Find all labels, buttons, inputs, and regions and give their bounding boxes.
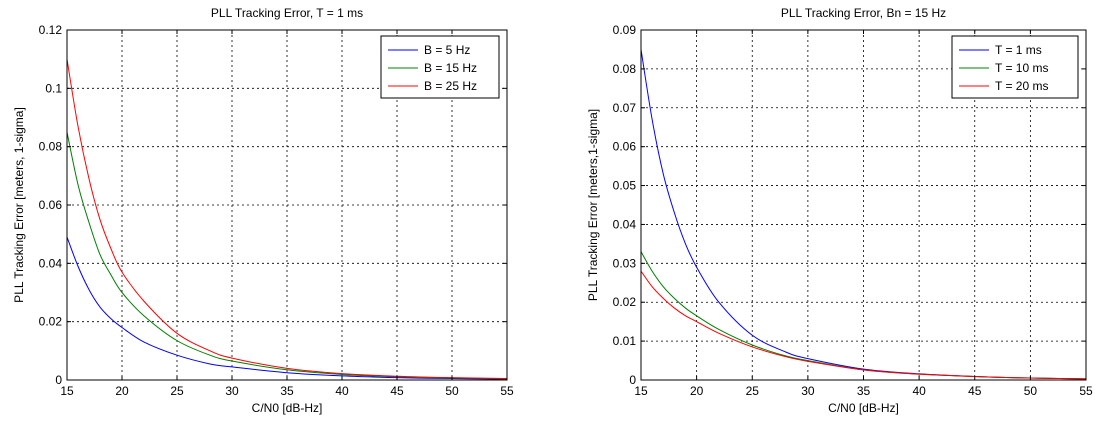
chart-2-y-tick-label-8: 0.08 [613, 62, 637, 76]
chart-2-legend-label-2: T = 10 ms [995, 61, 1048, 75]
chart-1-series-line-1 [67, 236, 507, 380]
chart-2-y-tick-label-1: 0.01 [613, 334, 637, 348]
chart-2-y-tick-label-7: 0.07 [613, 101, 637, 115]
chart-1-legend-label-3: B = 25 Hz [424, 79, 477, 93]
chart-1-series-line-3 [67, 59, 507, 380]
chart-2-y-tick-label-0: 0 [629, 373, 636, 387]
chart-1-x-tick-label-0: 15 [60, 384, 74, 398]
chart-1-x-tick-label-8: 55 [500, 384, 514, 398]
chart-1-y-tick-label-6: 0.12 [39, 23, 63, 37]
chart-2-y-axis-label: PLL Tracking Error [meters,1-sigma] [586, 109, 600, 301]
chart-1-y-tick-label-3: 0.06 [39, 198, 63, 212]
chart-2-y-tick-label-3: 0.03 [613, 256, 637, 270]
chart-2-legend-box [951, 35, 1079, 99]
chart-2-y-tick-label-9: 0.09 [613, 23, 637, 37]
chart-2-y-tick-label-4: 0.04 [613, 217, 637, 231]
chart-1-x-tick-label-1: 20 [115, 384, 129, 398]
chart-2-x-tick-label-1: 20 [690, 384, 704, 398]
chart-2-x-tick-label-4: 35 [857, 384, 871, 398]
chart-2-x-tick-label-6: 45 [968, 384, 982, 398]
chart-2-x-tick-label-0: 15 [634, 384, 648, 398]
chart-1-y-axis-label: PLL Tracking Error [meters, 1-sigma] [12, 107, 26, 303]
chart-1-y-tick-label-0: 0 [55, 373, 62, 387]
chart-1-x-axis-label: C/N0 [dB-Hz] [252, 401, 323, 415]
chart-2-x-tick-label-3: 30 [801, 384, 815, 398]
chart-1-title: PLL Tracking Error, T = 1 ms [211, 6, 363, 20]
chart-2-x-tick-label-5: 40 [912, 384, 926, 398]
chart-2-series-line-3 [641, 270, 1086, 380]
chart-2-y-tick-label-5: 0.05 [613, 179, 637, 193]
chart-1-y-tick-label-5: 0.1 [45, 81, 62, 95]
chart-2-y-tick-label-2: 0.02 [613, 295, 637, 309]
chart-1-x-tick-label-2: 25 [170, 384, 184, 398]
chart-2-title: PLL Tracking Error, Bn = 15 Hz [781, 6, 946, 20]
chart-2-legend-label-1: T = 1 ms [995, 43, 1042, 57]
chart-1-legend-label-1: B = 5 Hz [424, 43, 470, 57]
chart-2-y-tick-label-6: 0.06 [613, 140, 637, 154]
chart-1-x-tick-label-7: 50 [445, 384, 459, 398]
chart-2-legend-label-3: T = 20 ms [995, 79, 1048, 93]
chart-1-legend-label-2: B = 15 Hz [424, 61, 477, 75]
chart-2-x-tick-label-7: 50 [1024, 384, 1038, 398]
chart-1-x-tick-label-4: 35 [280, 384, 294, 398]
chart-1-x-tick-label-3: 30 [225, 384, 239, 398]
chart-1-legend-box [380, 35, 500, 99]
chart-1-series-line-2 [67, 131, 507, 380]
chart-2-x-tick-label-8: 55 [1079, 384, 1093, 398]
chart-1-y-tick-label-4: 0.08 [39, 140, 63, 154]
chart-1-y-tick-label-2: 0.04 [39, 256, 63, 270]
chart-2-x-tick-label-2: 25 [746, 384, 760, 398]
chart-1-x-tick-label-5: 40 [335, 384, 349, 398]
chart-1-y-tick-label-1: 0.02 [39, 315, 63, 329]
chart-1-x-tick-label-6: 45 [390, 384, 404, 398]
chart-2-x-axis-label: C/N0 [dB-Hz] [828, 401, 899, 415]
